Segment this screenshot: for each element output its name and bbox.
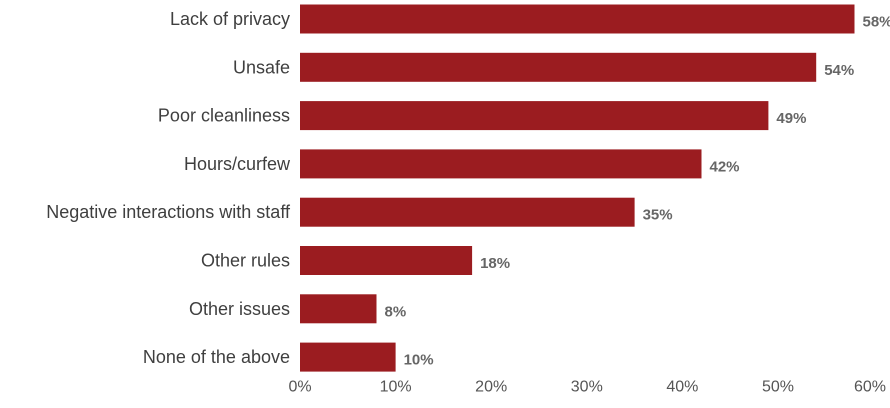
category-label: Hours/curfew <box>184 154 291 174</box>
bar <box>300 197 635 227</box>
category-label: Negative interactions with staff <box>46 202 291 222</box>
x-tick-label: 20% <box>475 379 507 396</box>
category-labels: Lack of privacy Unsafe Poor cleanliness Hou… <box>46 9 291 367</box>
value-label: 54% <box>824 62 854 79</box>
category-label: Poor cleanliness <box>158 106 290 126</box>
value-label: 58% <box>863 14 890 31</box>
x-tick-label: 30% <box>571 379 603 396</box>
x-tick-label: 60% <box>854 379 886 396</box>
value-label: 8% <box>385 303 407 320</box>
bar <box>300 294 377 324</box>
x-tick-label: 10% <box>380 379 412 396</box>
category-label: Other rules <box>201 251 290 271</box>
value-labels: 58% 54% 49% 42% 35% 18% 8% 10% <box>385 14 890 369</box>
value-label: 35% <box>643 207 673 224</box>
value-label: 42% <box>710 158 740 175</box>
value-label: 18% <box>480 255 510 272</box>
bar <box>300 149 702 179</box>
bar <box>300 101 769 131</box>
x-axis-tick-labels: 0% 10% 20% 30% 40% 50% 60% <box>288 379 886 396</box>
value-label: 10% <box>404 352 434 369</box>
category-label: Lack of privacy <box>170 9 290 29</box>
bar <box>300 342 396 372</box>
value-label: 49% <box>776 110 806 127</box>
x-tick-label: 0% <box>288 379 311 396</box>
bars-layer <box>300 4 855 372</box>
category-label: Other issues <box>189 299 290 319</box>
category-label: None of the above <box>143 347 290 367</box>
x-tick-label: 50% <box>762 379 794 396</box>
bar <box>300 4 855 34</box>
x-tick-label: 40% <box>666 379 698 396</box>
bar <box>300 52 817 82</box>
category-label: Unsafe <box>233 57 290 77</box>
bar <box>300 246 473 275</box>
